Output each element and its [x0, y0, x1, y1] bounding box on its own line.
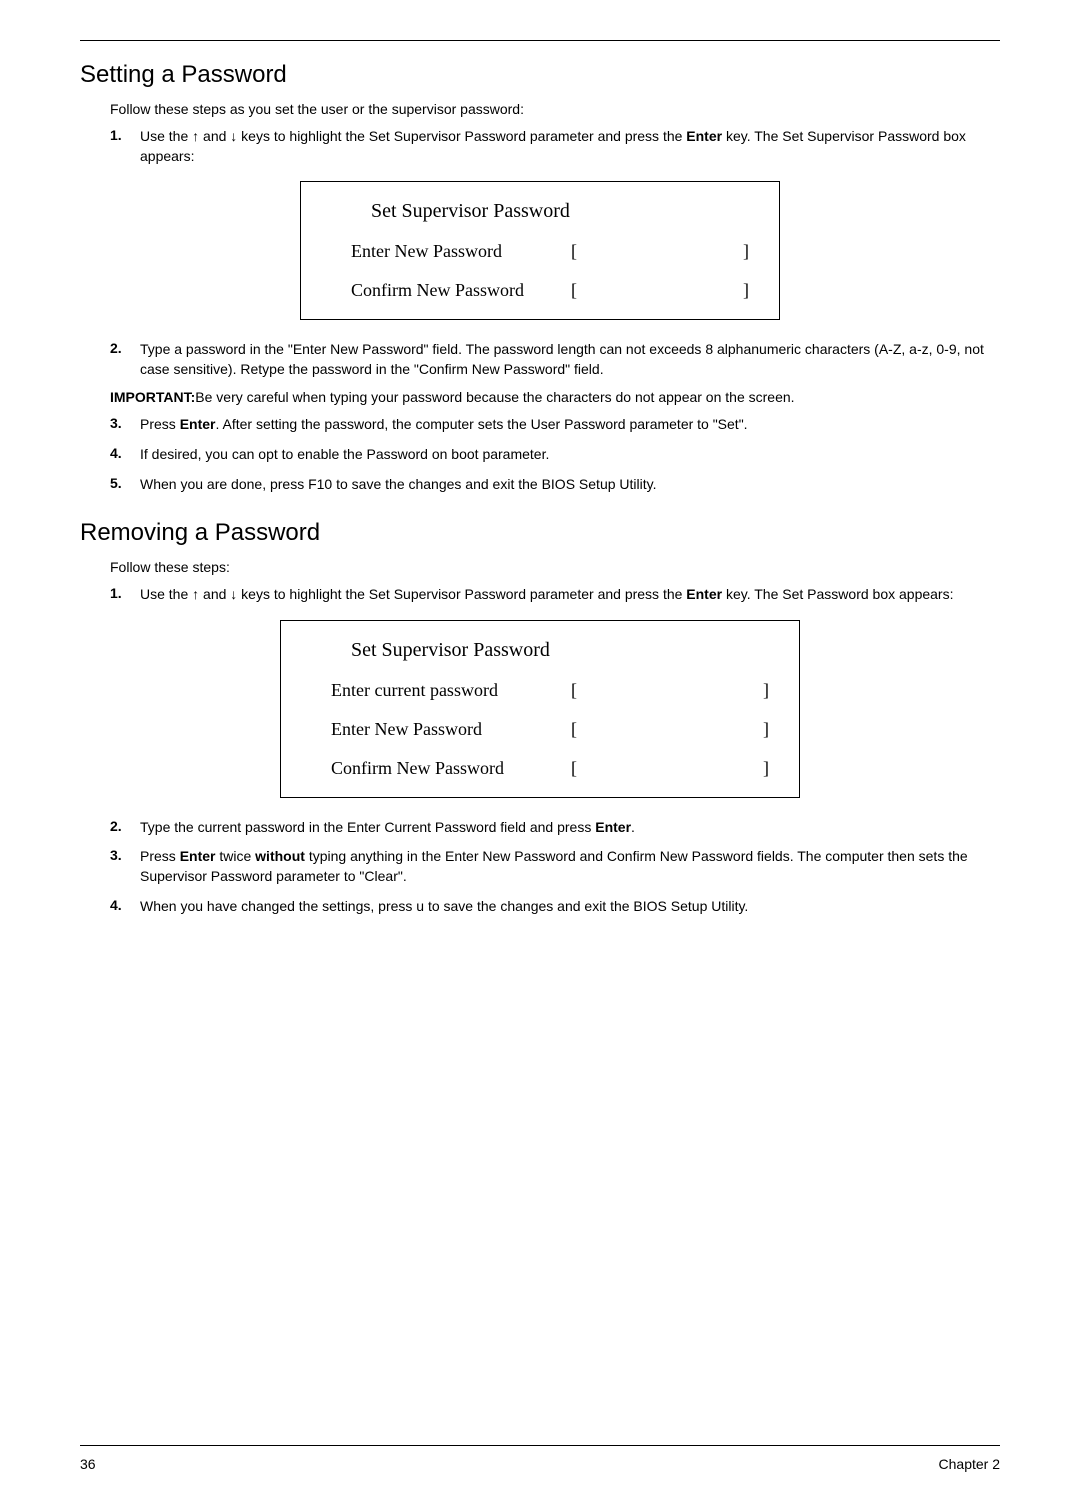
section1-intro: Follow these steps as you set the user o…	[110, 101, 1000, 117]
bracket-right: ]	[763, 758, 769, 779]
important-note: IMPORTANT:Be very careful when typing yo…	[110, 389, 1000, 405]
box1-row2-label: Confirm New Password	[351, 280, 571, 301]
box2-title: Set Supervisor Password	[331, 639, 769, 662]
step-number: 3.	[110, 415, 140, 435]
box2-row2: Enter New Password [ ]	[331, 719, 769, 740]
s2-step3: 3. Press Enter twice without typing anyt…	[110, 847, 1000, 886]
step-number: 3.	[110, 847, 140, 886]
step-content: When you are done, press F10 to save the…	[140, 475, 1000, 495]
chapter-label: Chapter 2	[939, 1456, 1000, 1472]
step-number: 5.	[110, 475, 140, 495]
step-number: 2.	[110, 340, 140, 379]
s1-step1: 1. Use the ↑ and ↓ keys to highlight the…	[110, 127, 1000, 166]
box2-row3: Confirm New Password [ ]	[331, 758, 769, 779]
box2-row2-label: Enter New Password	[331, 719, 571, 740]
box1-row2: Confirm New Password [ ]	[351, 280, 749, 301]
set-password-box-2: Set Supervisor Password Enter current pa…	[280, 620, 800, 798]
bracket-left: [	[571, 241, 577, 262]
bracket-right: ]	[763, 719, 769, 740]
bracket-right: ]	[763, 680, 769, 701]
box1-row1-label: Enter New Password	[351, 241, 571, 262]
bracket-right: ]	[743, 280, 749, 301]
step-number: 4.	[110, 445, 140, 465]
step-content: Press Enter. After setting the password,…	[140, 415, 1000, 435]
s1-step5: 5. When you are done, press F10 to save …	[110, 475, 1000, 495]
step-content: When you have changed the settings, pres…	[140, 897, 1000, 917]
s1-step4: 4. If desired, you can opt to enable the…	[110, 445, 1000, 465]
bracket-right: ]	[743, 241, 749, 262]
box2-row1-label: Enter current password	[331, 680, 571, 701]
box2-row3-label: Confirm New Password	[331, 758, 571, 779]
s2-step2: 2. Type the current password in the Ente…	[110, 818, 1000, 838]
s2-step1: 1. Use the ↑ and ↓ keys to highlight the…	[110, 585, 1000, 605]
step-content: Press Enter twice without typing anythin…	[140, 847, 1000, 886]
s1-step2: 2. Type a password in the "Enter New Pas…	[110, 340, 1000, 379]
s2-step4: 4. When you have changed the settings, p…	[110, 897, 1000, 917]
step-number: 2.	[110, 818, 140, 838]
s1-step3: 3. Press Enter. After setting the passwo…	[110, 415, 1000, 435]
step-content: Type the current password in the Enter C…	[140, 818, 1000, 838]
section2-title: Removing a Password	[80, 519, 1000, 547]
step-content: If desired, you can opt to enable the Pa…	[140, 445, 1000, 465]
top-divider	[80, 40, 1000, 41]
page-footer: 36 Chapter 2	[80, 1445, 1000, 1472]
step-number: 1.	[110, 127, 140, 166]
step-number: 1.	[110, 585, 140, 605]
step-content: Type a password in the "Enter New Passwo…	[140, 340, 1000, 379]
box1-title: Set Supervisor Password	[351, 200, 749, 223]
box2-row1: Enter current password [ ]	[331, 680, 769, 701]
step-content: Use the ↑ and ↓ keys to highlight the Se…	[140, 127, 1000, 166]
box1-row1: Enter New Password [ ]	[351, 241, 749, 262]
section2-intro: Follow these steps:	[110, 559, 1000, 575]
bracket-left: [	[571, 719, 577, 740]
step-content: Use the ↑ and ↓ keys to highlight the Se…	[140, 585, 1000, 605]
bracket-left: [	[571, 758, 577, 779]
page-number: 36	[80, 1456, 96, 1472]
section1-title: Setting a Password	[80, 61, 1000, 89]
step-number: 4.	[110, 897, 140, 917]
set-password-box-1: Set Supervisor Password Enter New Passwo…	[300, 181, 780, 320]
bracket-left: [	[571, 280, 577, 301]
bracket-left: [	[571, 680, 577, 701]
